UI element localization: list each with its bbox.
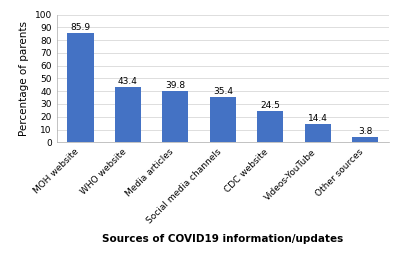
Text: 3.8: 3.8 [358, 127, 372, 136]
Y-axis label: Percentage of parents: Percentage of parents [19, 21, 29, 136]
Bar [305, 124, 331, 142]
Bar [115, 87, 141, 142]
Text: 14.4: 14.4 [308, 114, 328, 123]
Text: 35.4: 35.4 [213, 87, 233, 96]
Text: 43.4: 43.4 [118, 77, 138, 86]
Text: 85.9: 85.9 [70, 23, 90, 31]
Bar [352, 138, 378, 142]
Bar [210, 97, 236, 142]
Text: 39.8: 39.8 [165, 81, 186, 90]
Text: 24.5: 24.5 [260, 101, 280, 110]
Bar [162, 92, 188, 142]
Bar [68, 32, 94, 142]
X-axis label: Sources of COVID19 information/updates: Sources of COVID19 information/updates [102, 234, 344, 244]
Bar [257, 111, 283, 142]
